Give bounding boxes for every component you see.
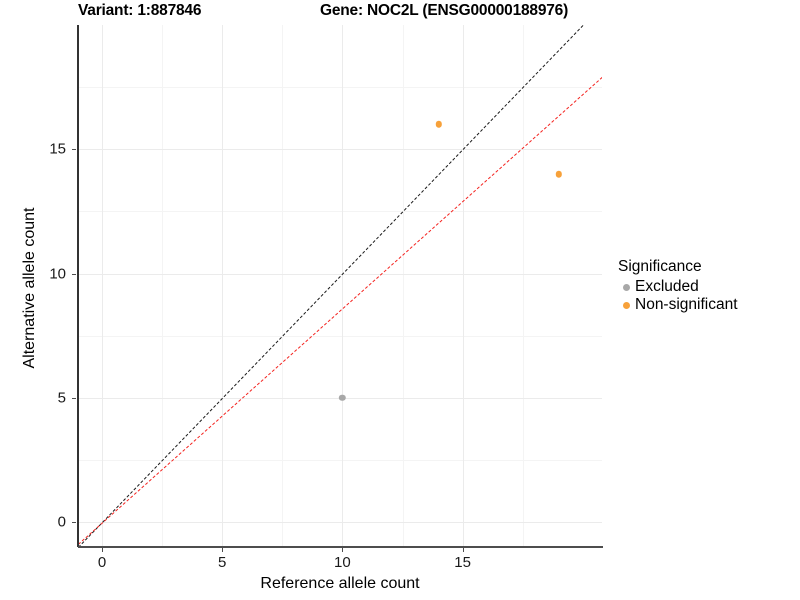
gridline-minor-horizontal	[78, 87, 602, 89]
x-axis-tick-label: 0	[97, 554, 107, 571]
legend-dot	[622, 301, 630, 309]
gridline-major-vertical	[102, 25, 104, 547]
plot-panel	[78, 25, 602, 547]
identity-line	[78, 25, 584, 547]
gridline-major-horizontal	[78, 149, 602, 151]
legend-item-non-significant[interactable]: Non-significant	[618, 296, 738, 314]
excluded-dot	[618, 283, 634, 291]
y-axis-label: Alternative allele count	[21, 207, 38, 369]
gridline-major-vertical	[222, 25, 224, 547]
y-axis-tick-label: 15	[49, 140, 66, 158]
x-axis-line	[78, 546, 603, 548]
y-axis-tick	[72, 397, 76, 399]
x-axis-tick	[222, 548, 224, 552]
x-axis-tick-label: 15	[454, 554, 471, 571]
gridline-major-horizontal	[78, 273, 602, 275]
variant-title: Variant: 1:887846	[78, 2, 202, 19]
nonsignificant-dot	[618, 301, 634, 309]
title-row: Variant: 1:887846 Gene: NOC2L (ENSG00000…	[0, 0, 800, 26]
x-axis-tick-label: 10	[334, 554, 351, 571]
y-axis-tick-label: 5	[57, 389, 66, 407]
gridline-major-vertical	[462, 25, 464, 547]
x-axis-tick	[102, 548, 104, 552]
data-point	[435, 121, 442, 128]
gridline-minor-vertical	[282, 25, 284, 547]
y-axis-tick	[72, 273, 76, 275]
legend-items: Excluded Non-significant	[618, 278, 738, 314]
y-axis-tick-label: 0	[57, 513, 66, 531]
gridline-major-vertical	[342, 25, 344, 547]
y-axis-line	[77, 25, 79, 547]
x-axis-tick	[462, 548, 464, 552]
y-axis-tick	[72, 522, 76, 524]
legend-dot	[622, 283, 630, 291]
legend-item-label: Excluded	[635, 278, 699, 295]
gridline-minor-horizontal	[78, 211, 602, 213]
legend-title: Significance	[618, 258, 702, 275]
gridline-minor-vertical	[162, 25, 164, 547]
x-axis-tick-label: 5	[218, 554, 227, 571]
legend: Significance Excluded Non-significant	[618, 258, 738, 314]
data-point	[555, 170, 562, 178]
gridline-minor-vertical	[402, 25, 404, 547]
legend-item-excluded[interactable]: Excluded	[618, 278, 738, 296]
y-axis-tick-label: 10	[49, 265, 66, 283]
y-axis-tick	[72, 149, 76, 151]
gridline-minor-horizontal	[78, 460, 602, 461]
x-axis-tick	[342, 548, 344, 552]
gridline-minor-vertical	[522, 25, 524, 547]
x-axis-label: Reference allele count	[260, 575, 420, 592]
gene-title: Gene: NOC2L (ENSG00000188976)	[320, 2, 569, 19]
legend-item-label: Non-significant	[635, 296, 738, 313]
data-point	[339, 394, 346, 402]
gridline-minor-horizontal	[78, 335, 602, 337]
gridline-major-horizontal	[78, 522, 602, 524]
